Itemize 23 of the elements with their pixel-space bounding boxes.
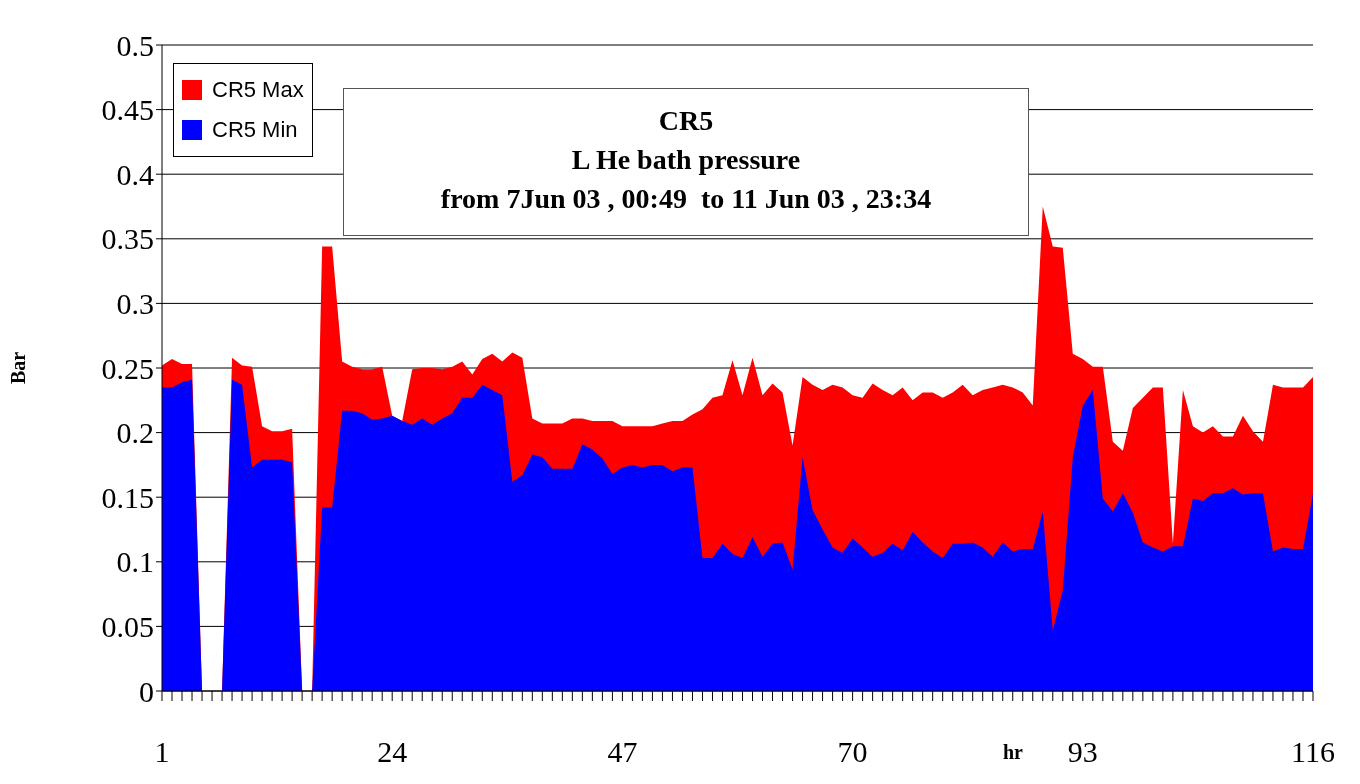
y-tick-label: 0.25 — [101, 351, 154, 385]
x-tick-label: 70 — [837, 735, 868, 769]
y-tick-label: 0.35 — [101, 222, 154, 256]
title-box: CR5 L He bath pressure from 7Jun 03 , 00:49 to 11 Jun 03 , 23:34 — [343, 88, 1029, 236]
y-tick-label: 0.15 — [101, 480, 154, 514]
y-tick-label: 0.3 — [116, 287, 154, 321]
x-tick-label: 24 — [377, 735, 408, 769]
x-tick-label: 116 — [1291, 735, 1335, 769]
y-tick-label: 0.5 — [116, 28, 154, 62]
x-tick-label: 1 — [154, 735, 170, 769]
y-axis-title: Bar — [7, 351, 30, 385]
x-tick-label: 47 — [607, 735, 638, 769]
annotation: from 7Jun 03 , 00:49 to 11 Jun 03 , 23:34 — [439, 182, 933, 217]
y-tick-label: 0.1 — [116, 545, 154, 579]
y-tick-label: 0.2 — [116, 416, 154, 450]
legend-label: CR5 Min — [212, 117, 298, 143]
x-tick-label: 93 — [1067, 735, 1098, 769]
x-axis-title: hr — [1003, 741, 1023, 764]
legend-label: CR5 Max — [212, 77, 304, 103]
y-tick-label: 0.05 — [101, 610, 154, 644]
y-tick-label: 0.45 — [101, 93, 154, 127]
y-tick-label: 0.4 — [116, 157, 154, 191]
y-tick-label: 0 — [139, 674, 154, 708]
